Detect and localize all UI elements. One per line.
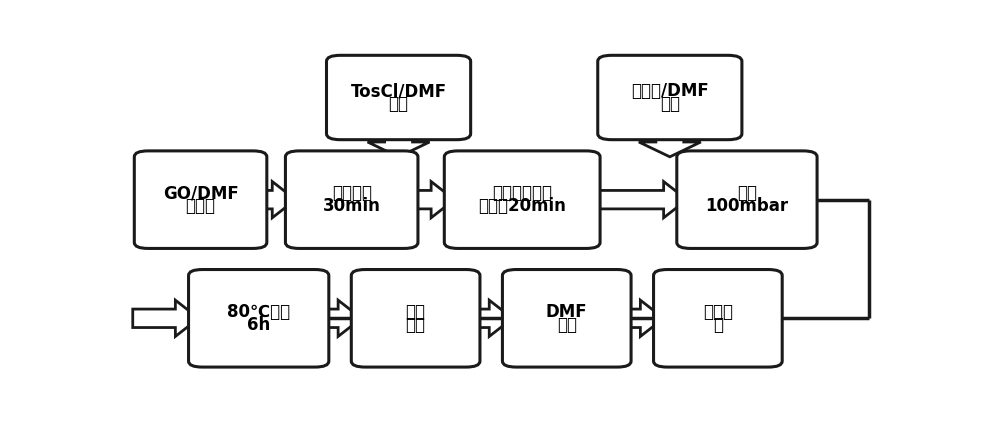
FancyBboxPatch shape (677, 151, 817, 248)
FancyBboxPatch shape (134, 151, 267, 248)
Polygon shape (617, 300, 664, 336)
Text: 100mbar: 100mbar (705, 197, 788, 215)
Text: DMF: DMF (546, 303, 588, 321)
Text: 减压: 减压 (737, 184, 757, 202)
Text: 溶液: 溶液 (660, 95, 680, 113)
FancyBboxPatch shape (351, 270, 480, 367)
Text: 真空干: 真空干 (703, 303, 733, 321)
Polygon shape (253, 181, 296, 218)
Polygon shape (368, 134, 430, 157)
Text: 降温: 降温 (406, 303, 426, 321)
Text: GO/DMF: GO/DMF (163, 184, 238, 202)
Text: 通氮气20min: 通氮气20min (478, 197, 566, 215)
Text: 洗涤: 洗涤 (557, 315, 577, 333)
FancyBboxPatch shape (326, 55, 471, 140)
Text: 30min: 30min (323, 197, 381, 215)
FancyBboxPatch shape (285, 151, 418, 248)
Polygon shape (133, 300, 199, 336)
Text: 溶液: 溶液 (389, 95, 409, 113)
FancyBboxPatch shape (598, 55, 742, 140)
FancyBboxPatch shape (502, 270, 631, 367)
Text: 超声搅拌: 超声搅拌 (332, 184, 372, 202)
FancyBboxPatch shape (189, 270, 329, 367)
Polygon shape (639, 134, 701, 157)
Text: 6h: 6h (247, 315, 270, 333)
Polygon shape (466, 300, 512, 336)
Text: TosCl/DMF: TosCl/DMF (351, 82, 447, 100)
Text: 分散液: 分散液 (186, 197, 216, 215)
FancyBboxPatch shape (444, 151, 600, 248)
Text: 80℃回流: 80℃回流 (227, 303, 290, 321)
Text: 燥: 燥 (713, 315, 723, 333)
Text: 抽滤: 抽滤 (406, 315, 426, 333)
Text: 连接双排管，: 连接双排管， (492, 184, 552, 202)
Text: 三乙胺/DMF: 三乙胺/DMF (631, 82, 709, 100)
FancyBboxPatch shape (654, 270, 782, 367)
Polygon shape (315, 300, 361, 336)
Polygon shape (586, 181, 687, 218)
Polygon shape (404, 181, 454, 218)
